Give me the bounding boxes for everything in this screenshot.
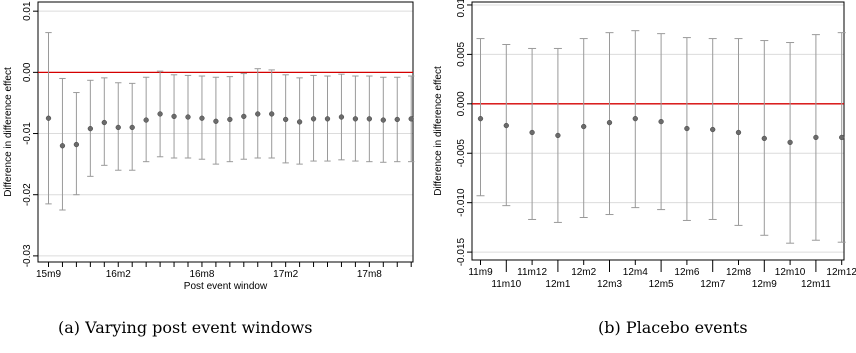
estimate-point — [338, 114, 345, 120]
x-tick-label: 17m8 — [357, 269, 382, 280]
estimate-point — [241, 113, 247, 120]
x-tick-label: 16m8 — [189, 269, 214, 280]
estimate-point — [477, 115, 484, 122]
estimate-point — [555, 132, 561, 139]
estimate-point — [787, 139, 793, 146]
y-tick-label: 0.00 — [22, 62, 33, 82]
x-tick-label: 12m4 — [623, 267, 648, 278]
estimate-point — [73, 141, 80, 148]
chart-a: -0.03 -0.02 -0.01 0.00 0.01 Difference in dif… — [3, 1, 415, 292]
x-tick-label: 11m12 — [517, 267, 547, 278]
estimate-point — [324, 116, 331, 122]
estimate-point — [394, 116, 400, 123]
estimate-point — [310, 116, 317, 122]
estimate-point — [632, 115, 638, 122]
y-tick-label: -0.03 — [22, 244, 33, 267]
estimate-point — [255, 111, 261, 117]
estimate-point — [503, 122, 509, 129]
y-tick-label: 0.000 — [456, 91, 467, 116]
estimate-point — [606, 119, 613, 126]
estimate-point — [185, 114, 191, 120]
panel-a: -0.03 -0.02 -0.01 0.00 0.01 Difference in dif… — [0, 0, 428, 310]
y-tick-label: 0.01 — [22, 1, 33, 21]
estimate-point — [761, 135, 767, 142]
x-tick-label: 12m3 — [597, 279, 622, 290]
estimate-point — [296, 119, 303, 125]
estimate-point — [380, 117, 386, 123]
y-tick-label: 0.010 — [456, 0, 467, 17]
estimate-point — [710, 126, 716, 133]
x-tick-label: 12m5 — [649, 279, 674, 290]
estimate-point — [157, 111, 163, 117]
estimate-point — [408, 116, 414, 122]
estimate-point — [283, 116, 289, 123]
estimate-point — [171, 113, 177, 120]
estimate-point — [199, 115, 205, 121]
estimate-point — [227, 116, 233, 123]
estimate-point — [87, 125, 93, 132]
x-tick-label: 12m9 — [752, 279, 777, 290]
x-tick-label: 12m8 — [726, 267, 751, 278]
estimate-point — [813, 134, 819, 141]
x-tick-label: 12m12 — [826, 267, 856, 278]
x-tick-label: 12m11 — [801, 279, 831, 290]
x-tick-label: 11m9 — [468, 267, 493, 278]
estimate-point — [129, 124, 135, 131]
y-tick-label: -0.02 — [22, 183, 33, 206]
estimate-point — [269, 111, 275, 117]
estimate-point — [59, 143, 66, 149]
y-tick-label: -0.010 — [456, 188, 467, 217]
x-axis-title: Post event window — [184, 281, 268, 292]
x-tick-label: 15m9 — [36, 269, 61, 280]
estimate-point — [581, 123, 587, 130]
caption-b: (b) Placebo events — [598, 318, 748, 337]
x-tick-label: 12m7 — [700, 279, 725, 290]
y-tick-label: -0.015 — [456, 237, 467, 266]
estimate-point — [839, 134, 845, 141]
x-tick-label: 12m10 — [775, 267, 806, 278]
estimate-point — [658, 118, 664, 125]
estimate-point — [213, 118, 219, 124]
estimate-point — [529, 129, 535, 136]
estimate-point — [45, 115, 52, 121]
estimate-point — [352, 116, 359, 122]
estimate-point — [366, 116, 373, 122]
x-tick-label: 11m10 — [491, 279, 521, 290]
estimate-point — [101, 119, 107, 126]
estimate-point — [735, 129, 742, 136]
estimate-point — [143, 117, 149, 123]
y-tick-label: -0.01 — [22, 122, 33, 145]
estimate-point — [115, 124, 121, 131]
x-tick-label: 12m2 — [571, 267, 596, 278]
x-tick-label: 16m2 — [106, 269, 131, 280]
x-tick-label: 12m6 — [674, 267, 699, 278]
estimate-point — [684, 125, 690, 132]
y-tick-label: -0.005 — [456, 139, 467, 168]
panel-b: -0.015 -0.010 -0.005 0.000 0.005 0.010 Differe… — [428, 0, 856, 310]
plot-frame — [37, 1, 414, 263]
x-tick-label: 17m2 — [273, 269, 298, 280]
plot-frame — [471, 1, 845, 261]
y-axis-title: Difference in difference effect — [433, 66, 444, 196]
y-axis-title: Difference in difference effect — [3, 67, 14, 197]
x-tick-label: 12m1 — [545, 279, 570, 290]
chart-b: -0.015 -0.010 -0.005 0.000 0.005 0.010 Differe… — [433, 0, 856, 290]
y-tick-label: 0.005 — [456, 41, 467, 66]
caption-a: (a) Varying post event windows — [58, 318, 313, 337]
